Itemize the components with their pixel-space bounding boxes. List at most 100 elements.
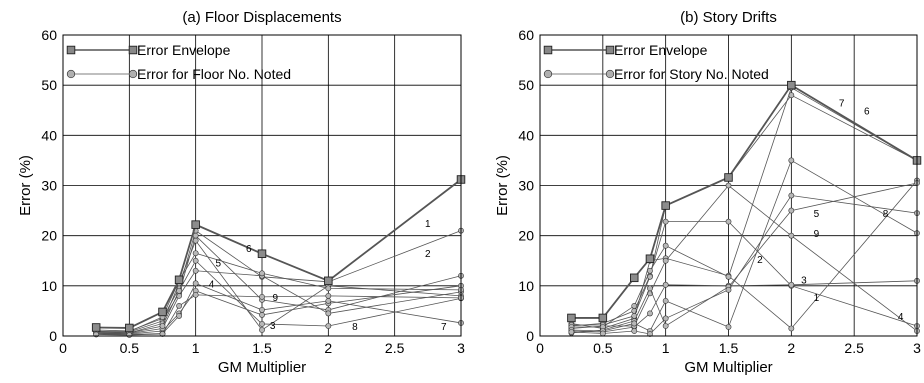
annotation-label: 9	[814, 229, 820, 240]
y-tick-label: 50	[518, 77, 534, 93]
series-point-6	[631, 313, 638, 319]
series-line-4	[96, 285, 462, 335]
series-point-9	[192, 291, 199, 298]
series-point-8	[788, 157, 795, 164]
series-point-9	[647, 331, 653, 337]
series-point-5	[192, 267, 199, 274]
series-line-4	[571, 184, 918, 332]
y-tick-label: 30	[518, 178, 534, 194]
series-point-9	[325, 292, 332, 299]
series-point-7	[259, 307, 265, 313]
series-point-4	[259, 312, 265, 318]
series-line-8	[96, 260, 462, 334]
legend-series-marker	[543, 69, 553, 79]
legend-series-label: Error for Story No. Noted	[614, 66, 769, 82]
envelope-point	[174, 275, 184, 285]
annotation-label: 1	[425, 219, 431, 230]
series-point-4	[788, 232, 795, 239]
series-point-5	[788, 207, 795, 214]
annotation-label: 6	[246, 244, 252, 255]
series-line-5	[571, 182, 918, 334]
series-point-9	[599, 330, 606, 337]
series-point-5	[325, 310, 332, 317]
series-point-9	[259, 293, 265, 300]
series-line-7	[96, 282, 462, 335]
x-tick-label: 0.5	[120, 340, 140, 356]
chart-title: (a) Floor Displacements	[182, 9, 341, 26]
series-point-8	[159, 323, 166, 329]
envelope-point	[257, 249, 267, 258]
series-point-7	[725, 273, 732, 280]
annotation-label: 1	[814, 293, 820, 304]
series-line-5	[96, 270, 462, 334]
series-point-9	[631, 328, 638, 334]
series-line-9	[96, 294, 462, 336]
series-point-4	[725, 182, 732, 189]
chart-title: (b) Story Drifts	[680, 9, 777, 26]
envelope-point	[125, 323, 134, 333]
series-point-5	[647, 285, 653, 292]
series-point-9	[662, 315, 669, 322]
annotation-label: 3	[270, 321, 276, 332]
annotation-label: 9	[272, 293, 278, 304]
envelope-point	[324, 276, 333, 286]
series-point-3	[788, 281, 795, 288]
annotation-label: 8	[883, 209, 889, 220]
plot-border	[62, 34, 462, 337]
series-point-8	[259, 321, 265, 327]
annotation-label: 2	[425, 249, 431, 260]
x-tick-label: 3	[913, 340, 921, 356]
series-point-9	[126, 332, 133, 338]
x-tick-label: 2	[324, 340, 332, 356]
annotation-label: 8	[352, 322, 358, 333]
x-tick-label: 0	[59, 340, 67, 356]
y-tick-label: 40	[518, 127, 534, 143]
series-point-3	[259, 327, 265, 333]
x-tick-label: 3	[457, 340, 465, 356]
annotation-label: 5	[215, 258, 221, 269]
x-tick-label: 2	[787, 340, 795, 356]
series-point-3	[662, 281, 669, 288]
series-point-9	[176, 302, 182, 309]
series-point-8	[192, 257, 199, 264]
legend-envelope-label: Error Envelope	[137, 42, 231, 58]
envelope-point	[191, 220, 200, 229]
y-tick-label: 0	[49, 328, 57, 344]
series-point-1	[662, 218, 669, 225]
series-point-7	[325, 297, 332, 304]
series-point-3	[647, 310, 653, 317]
legend-series-marker	[66, 69, 76, 79]
y-tick-label: 30	[41, 178, 57, 194]
x-tick-label: 0	[536, 340, 544, 356]
series-line-7	[571, 87, 918, 328]
series-point-9	[788, 192, 795, 199]
x-axis-label: GM Multiplier	[684, 359, 772, 376]
plot-border	[539, 34, 918, 337]
y-tick-label: 10	[41, 278, 57, 294]
series-point-6	[325, 285, 332, 292]
series-line-8	[571, 159, 918, 332]
annotation-label: 5	[814, 209, 820, 220]
annotation-label: 7	[441, 322, 447, 333]
legend-envelope-marker	[128, 45, 138, 55]
x-tick-label: 1.5	[252, 340, 272, 356]
envelope-line	[96, 178, 462, 329]
x-axis-label: GM Multiplier	[218, 359, 306, 376]
envelope-point	[158, 307, 167, 317]
annotation-label: 7	[839, 99, 845, 110]
series-point-9	[725, 286, 732, 293]
series-point-8	[176, 287, 182, 294]
y-tick-label: 50	[41, 77, 57, 93]
envelope-point	[645, 254, 655, 263]
annotation-label: 4	[898, 312, 904, 323]
envelope-point	[724, 173, 733, 182]
series-point-7	[631, 302, 638, 309]
series-line-3	[96, 239, 462, 334]
series-point-2	[788, 325, 795, 332]
series-point-4	[662, 257, 669, 264]
series-line-3	[571, 280, 918, 333]
x-tick-label: 1.5	[719, 340, 739, 356]
annotation-label: 3	[801, 275, 807, 286]
